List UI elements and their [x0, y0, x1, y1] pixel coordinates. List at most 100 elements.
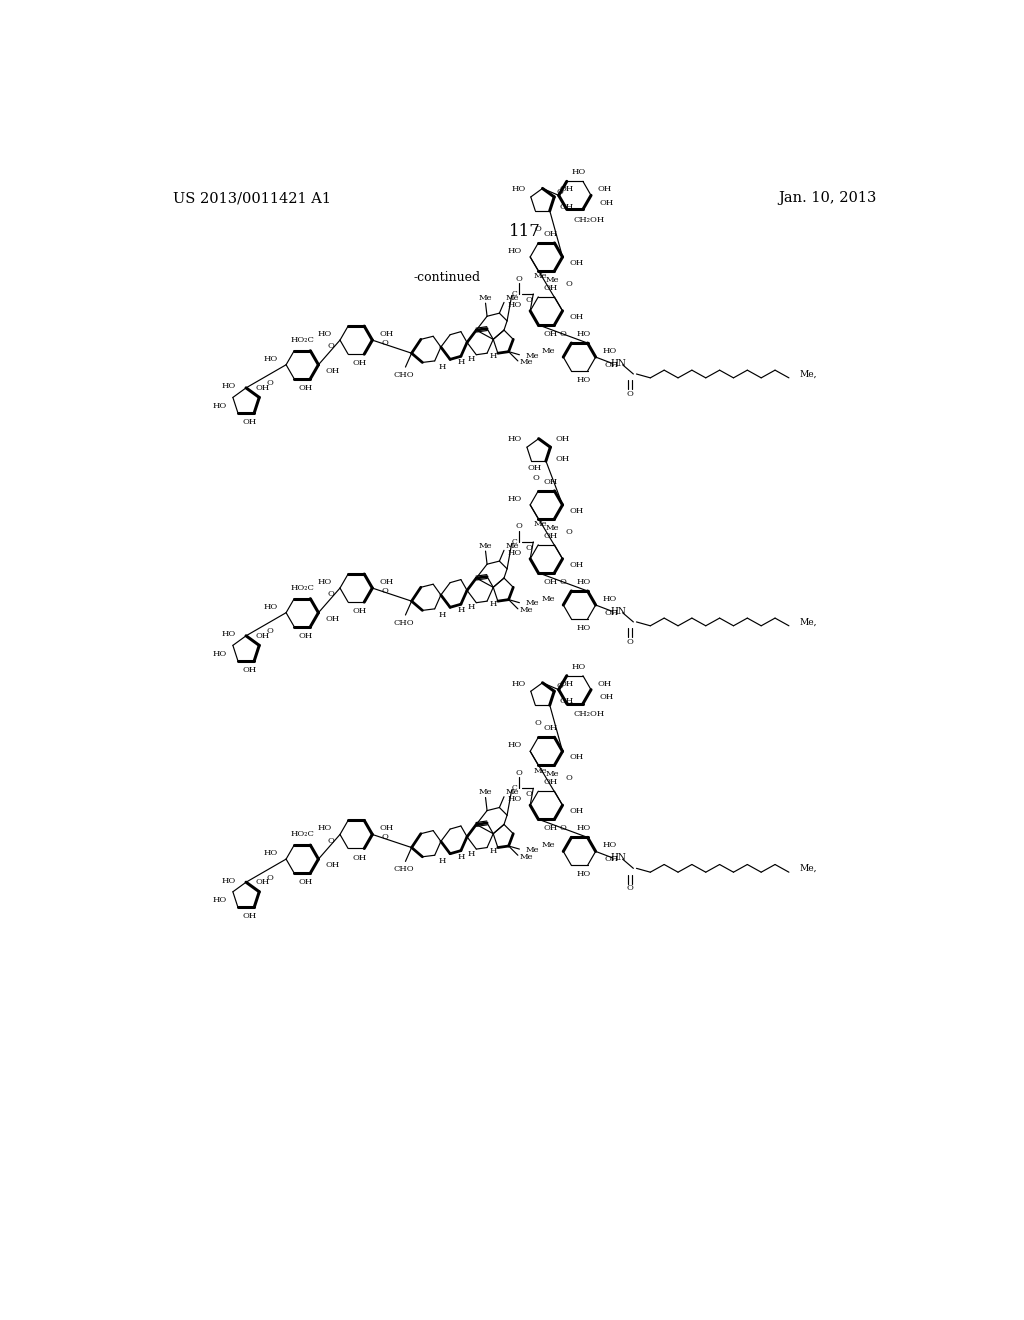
Text: Me,: Me, [800, 370, 817, 379]
Text: 117: 117 [509, 223, 541, 240]
Text: O: O [525, 791, 532, 799]
Text: O: O [560, 330, 566, 338]
Text: OH: OH [543, 824, 557, 833]
Text: Me: Me [542, 595, 555, 603]
Text: H: H [457, 606, 465, 614]
Text: HO: HO [222, 630, 237, 639]
Text: OH: OH [543, 578, 557, 586]
Text: HN: HN [610, 607, 626, 615]
Text: HO: HO [577, 870, 591, 879]
Text: H: H [457, 853, 465, 861]
Text: O: O [557, 187, 563, 195]
Text: H: H [438, 611, 446, 619]
Text: HO: HO [508, 741, 521, 750]
Text: OH: OH [326, 367, 340, 375]
Text: OH: OH [379, 824, 393, 833]
Text: O: O [525, 544, 532, 552]
Text: HN: HN [610, 853, 626, 862]
Text: HO: HO [213, 896, 226, 904]
Text: Me: Me [534, 767, 547, 775]
Text: O: O [560, 824, 566, 833]
Text: Me: Me [479, 541, 493, 549]
Text: O: O [535, 224, 542, 232]
Text: OH: OH [243, 665, 257, 673]
Text: OH: OH [569, 754, 584, 762]
Text: OH: OH [559, 185, 573, 193]
Text: Me: Me [519, 359, 532, 367]
Text: Me: Me [546, 276, 559, 284]
Text: OH: OH [543, 478, 557, 486]
Text: O: O [557, 682, 563, 690]
Text: OH: OH [569, 507, 584, 515]
Text: HO: HO [508, 247, 521, 255]
Text: Me: Me [542, 347, 555, 355]
Text: OH: OH [299, 632, 313, 640]
Text: HO: HO [511, 185, 525, 193]
Text: HO₂C: HO₂C [291, 830, 314, 838]
Text: O: O [627, 389, 634, 399]
Text: Jan. 10, 2013: Jan. 10, 2013 [778, 191, 877, 206]
Text: OH: OH [556, 436, 569, 444]
Text: OH: OH [243, 417, 257, 426]
Text: H: H [467, 850, 474, 858]
Text: OH: OH [256, 632, 270, 640]
Text: OH: OH [599, 199, 613, 207]
Text: Me: Me [506, 294, 519, 302]
Text: C: C [512, 537, 518, 546]
Text: CHO: CHO [393, 865, 415, 873]
Text: HO₂C: HO₂C [291, 583, 314, 593]
Text: HO: HO [317, 578, 332, 586]
Text: OH: OH [543, 230, 557, 238]
Text: O: O [535, 719, 542, 727]
Text: Me: Me [525, 846, 539, 854]
Text: OH: OH [604, 855, 618, 863]
Text: Me: Me [546, 524, 559, 532]
Text: HO: HO [213, 401, 226, 409]
Text: HO: HO [511, 680, 525, 688]
Text: OH: OH [527, 463, 542, 473]
Text: O: O [627, 884, 634, 892]
Text: CH₂OH: CH₂OH [573, 216, 604, 224]
Text: Me,: Me, [800, 863, 817, 873]
Text: HO: HO [577, 624, 591, 632]
Text: OH: OH [598, 680, 612, 688]
Text: O: O [328, 837, 334, 845]
Text: H: H [489, 846, 497, 854]
Text: OH: OH [598, 185, 612, 193]
Text: Me: Me [479, 788, 493, 796]
Text: HO: HO [508, 301, 521, 309]
Text: H: H [489, 601, 497, 609]
Text: OH: OH [604, 360, 618, 368]
Text: HO: HO [577, 330, 591, 338]
Text: C: C [512, 784, 518, 792]
Text: OH: OH [256, 384, 270, 392]
Text: HO: HO [263, 849, 278, 857]
Text: OH: OH [556, 454, 569, 463]
Text: O: O [267, 379, 273, 387]
Text: O: O [516, 768, 523, 777]
Text: O: O [382, 587, 389, 595]
Text: HN: HN [610, 359, 626, 368]
Text: US 2013/0011421 A1: US 2013/0011421 A1 [173, 191, 331, 206]
Text: O: O [532, 474, 540, 482]
Text: O: O [382, 833, 389, 841]
Text: H: H [467, 355, 474, 363]
Text: Me: Me [479, 294, 493, 302]
Text: HO: HO [571, 168, 586, 177]
Text: O: O [267, 874, 273, 882]
Text: OH: OH [604, 609, 618, 616]
Text: Me: Me [525, 351, 539, 359]
Text: HO: HO [577, 376, 591, 384]
Text: HO: HO [222, 383, 237, 391]
Text: OH: OH [379, 578, 393, 586]
Text: HO: HO [263, 355, 278, 363]
Text: O: O [565, 775, 572, 783]
Text: CH₂OH: CH₂OH [573, 710, 604, 718]
Text: Me: Me [506, 788, 519, 796]
Text: OH: OH [299, 384, 313, 392]
Text: H: H [489, 352, 497, 360]
Text: O: O [516, 523, 523, 531]
Text: OH: OH [543, 532, 557, 540]
Text: Me: Me [525, 599, 539, 607]
Text: OH: OH [326, 615, 340, 623]
